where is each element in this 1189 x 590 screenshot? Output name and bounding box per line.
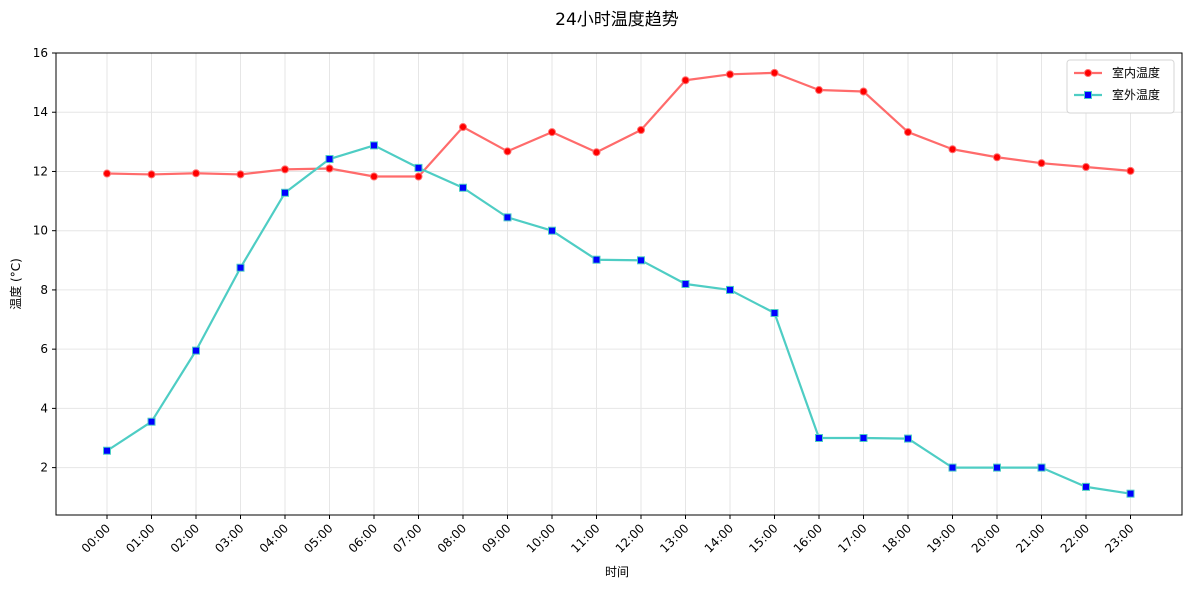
legend-label-1: 室内温度 xyxy=(1112,65,1160,80)
y-axis-ticks: 2 4 6 8 10 12 14 16 xyxy=(33,46,56,475)
series-2-point xyxy=(414,163,423,172)
series-1-line xyxy=(105,71,1132,178)
series-2-point xyxy=(370,141,378,150)
series-1-point xyxy=(1126,166,1135,175)
series-1-point xyxy=(192,169,200,178)
legend-marker-2 xyxy=(1084,91,1092,99)
series-1-point xyxy=(503,147,512,156)
y-tick-label: 2 xyxy=(40,461,48,475)
series-1-point xyxy=(147,170,156,179)
series-2-point xyxy=(993,463,1001,472)
series-2 xyxy=(103,141,1135,498)
legend-marker-1 xyxy=(1084,69,1092,77)
series-2-point xyxy=(815,434,823,442)
series-1-point xyxy=(281,165,289,174)
series-2-point xyxy=(948,463,957,472)
series-2-line xyxy=(105,144,1132,495)
series-1-point xyxy=(1082,163,1090,172)
grid-lines xyxy=(56,52,1182,515)
series-1-point xyxy=(592,148,601,157)
y-tick-label: 10 xyxy=(33,224,48,238)
series-2-point xyxy=(459,183,467,192)
y-tick-label: 16 xyxy=(33,46,48,60)
series-1-point xyxy=(726,70,734,79)
series-2-point xyxy=(859,434,868,442)
series-2-point xyxy=(1126,489,1135,498)
series-2-point xyxy=(103,446,111,455)
series-2-point xyxy=(548,226,556,235)
series-1-point xyxy=(681,76,690,85)
legend-label-2: 室外温度 xyxy=(1112,87,1160,102)
series-2-point xyxy=(904,434,912,443)
series-2-point xyxy=(503,213,512,222)
series-layer xyxy=(103,68,1135,498)
series-2-point xyxy=(1082,482,1090,491)
series-1-point xyxy=(414,172,423,181)
series-2-point xyxy=(592,255,601,264)
series-2-point xyxy=(637,256,645,265)
series-2-point xyxy=(770,309,779,318)
series-2-point xyxy=(1037,463,1046,472)
x-axis-title: 时间 xyxy=(605,565,629,579)
series-2-point xyxy=(236,263,245,272)
series-1-point xyxy=(815,86,823,95)
series-2-point xyxy=(325,155,334,164)
series-1 xyxy=(103,68,1135,181)
chart-title: 24小时温度趋势 xyxy=(555,10,679,30)
series-1-point xyxy=(993,153,1001,162)
y-tick-label: 6 xyxy=(40,342,48,356)
y-tick-label: 4 xyxy=(40,401,48,415)
series-1-point xyxy=(859,87,868,96)
y-axis-title: 温度 (°C) xyxy=(8,258,23,310)
series-2-point xyxy=(192,346,200,355)
series-2-point xyxy=(726,285,734,294)
series-1-point xyxy=(770,68,779,77)
y-tick-label: 12 xyxy=(33,164,48,178)
series-2-point xyxy=(681,280,690,288)
series-1-point xyxy=(459,123,467,132)
series-1-point xyxy=(1037,159,1046,168)
series-2-point xyxy=(281,188,289,197)
series-1-point xyxy=(637,126,645,134)
series-1-point xyxy=(370,172,378,181)
series-2-point xyxy=(147,417,156,426)
y-tick-label: 8 xyxy=(40,283,48,297)
series-1-point xyxy=(904,128,912,137)
plot-frame xyxy=(55,52,1183,516)
series-1-point xyxy=(948,145,957,154)
series-1-point xyxy=(103,169,111,178)
series-1-point xyxy=(548,128,556,137)
series-1-point xyxy=(325,164,334,173)
y-tick-label: 14 xyxy=(33,105,48,119)
series-1-point xyxy=(236,170,245,179)
